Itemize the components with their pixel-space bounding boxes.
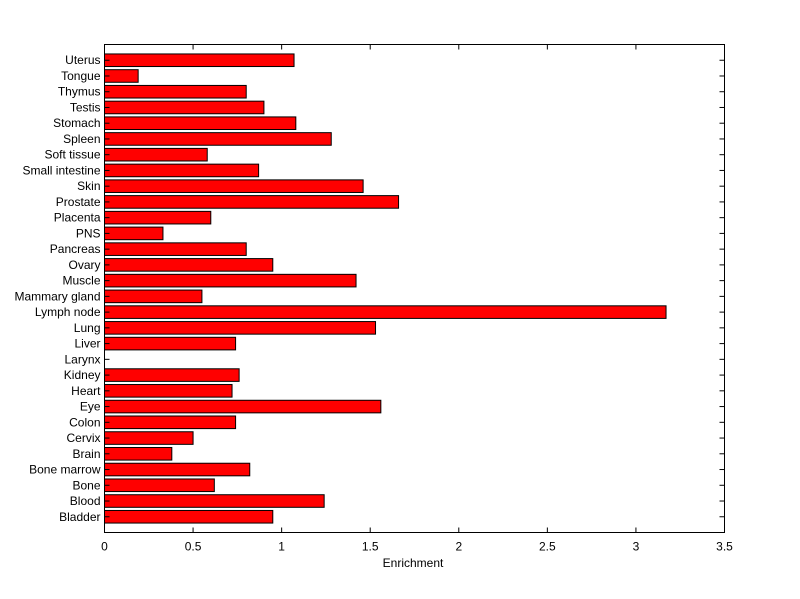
x-tick-label: 1.5 xyxy=(362,540,379,554)
bar-testis xyxy=(104,100,265,115)
bar-uterus xyxy=(104,53,295,68)
y-tick-label-uterus: Uterus xyxy=(65,53,100,67)
bar-eye xyxy=(104,399,382,414)
y-tick-label-pns: PNS xyxy=(76,226,101,240)
bars xyxy=(104,53,667,524)
bar-pns xyxy=(104,226,164,241)
y-tick-label-tongue: Tongue xyxy=(61,69,101,83)
y-tick-label-kidney: Kidney xyxy=(64,368,101,382)
y-tick-label-cervix: Cervix xyxy=(66,431,100,445)
x-tick-label: 1 xyxy=(278,540,285,554)
bar-pancreas xyxy=(104,242,247,256)
ticks xyxy=(104,44,725,533)
bar-thymus xyxy=(104,84,247,99)
y-tick-label-colon: Colon xyxy=(69,415,100,429)
bar-mammary-gland xyxy=(104,289,203,304)
y-tick-label-soft-tissue: Soft tissue xyxy=(44,148,100,162)
bar-liver xyxy=(104,336,237,351)
bar-bone xyxy=(104,478,215,493)
y-tick-label-brain: Brain xyxy=(72,447,100,461)
y-tick-label-blood: Blood xyxy=(70,494,101,508)
y-tick-label-small-intestine: Small intestine xyxy=(22,163,100,177)
bar-spleen xyxy=(104,132,332,146)
bar-bladder xyxy=(104,509,274,524)
bar-soft-tissue xyxy=(104,147,208,162)
y-tick-label-ovary: Ovary xyxy=(68,258,100,272)
x-tick-label: 0 xyxy=(101,540,108,554)
bar-lung xyxy=(104,321,377,335)
y-tick-label-bone: Bone xyxy=(72,478,100,492)
bar-brain xyxy=(104,446,173,461)
y-tick-label-placenta: Placenta xyxy=(54,211,101,225)
x-tick-label: 0.5 xyxy=(185,540,202,554)
bar-colon xyxy=(104,415,237,430)
y-tick-label-larynx: Larynx xyxy=(64,352,100,366)
y-tick-label-stomach: Stomach xyxy=(53,116,100,130)
y-tick-label-muscle: Muscle xyxy=(62,274,100,288)
bar-muscle xyxy=(104,273,357,288)
bar-cervix xyxy=(104,431,194,445)
bar-prostate xyxy=(104,195,400,209)
x-tick-label: 3.5 xyxy=(716,540,733,554)
y-tick-label-lung: Lung xyxy=(74,321,101,335)
bar-bone-marrow xyxy=(104,462,251,477)
x-tick-labels: 0 0.5 1 1.5 2 2.5 3 3.5 xyxy=(101,540,733,554)
y-tick-label-pancreas: Pancreas xyxy=(50,242,101,256)
y-tick-label-mammary-gland: Mammary gland xyxy=(14,289,100,303)
bar-placenta xyxy=(104,210,212,225)
y-tick-label-liver: Liver xyxy=(74,337,100,351)
bar-ovary xyxy=(104,258,274,272)
x-tick-label: 2 xyxy=(455,540,462,554)
y-tick-label-heart: Heart xyxy=(71,384,101,398)
bar-heart xyxy=(104,384,233,398)
bar-stomach xyxy=(104,116,297,131)
y-tick-label-thymus: Thymus xyxy=(58,85,101,99)
y-tick-label-bone-marrow: Bone marrow xyxy=(29,463,101,477)
x-axis-label: Enrichment xyxy=(383,556,444,570)
x-tick-label: 3 xyxy=(633,540,640,554)
x-tick-label: 2.5 xyxy=(539,540,556,554)
y-tick-label-prostate: Prostate xyxy=(56,195,101,209)
plot-frame xyxy=(104,44,725,533)
y-tick-label-lymph-node: Lymph node xyxy=(35,305,101,319)
bar-lymph-node xyxy=(104,305,667,319)
bar-kidney xyxy=(104,368,240,382)
y-tick-label-bladder: Bladder xyxy=(59,510,100,524)
bar-small-intestine xyxy=(104,163,260,178)
y-tick-label-eye: Eye xyxy=(80,400,101,414)
bar-skin xyxy=(104,179,364,193)
bar-tongue xyxy=(104,69,139,83)
bar-blood xyxy=(104,494,325,508)
y-tick-label-skin: Skin xyxy=(77,179,100,193)
y-tick-label-spleen: Spleen xyxy=(63,132,100,146)
y-tick-label-testis: Testis xyxy=(70,100,101,114)
